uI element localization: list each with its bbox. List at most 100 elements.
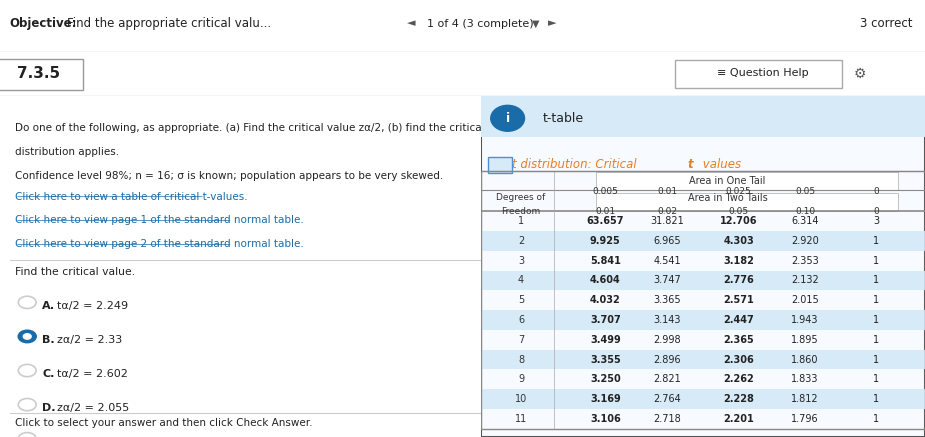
FancyBboxPatch shape bbox=[476, 231, 925, 251]
Text: Find the appropriate critical valu...: Find the appropriate critical valu... bbox=[67, 17, 271, 30]
Text: 0.05: 0.05 bbox=[796, 187, 815, 196]
Text: t distribution: Critical: t distribution: Critical bbox=[512, 158, 640, 171]
Text: 0.025: 0.025 bbox=[725, 187, 751, 196]
Text: 7: 7 bbox=[518, 335, 524, 345]
Text: t-table: t-table bbox=[543, 112, 585, 125]
Text: 2.764: 2.764 bbox=[654, 394, 682, 404]
Text: 6.965: 6.965 bbox=[654, 236, 682, 246]
Text: 3.106: 3.106 bbox=[590, 414, 621, 424]
Circle shape bbox=[23, 334, 31, 339]
Text: 1: 1 bbox=[873, 236, 880, 246]
Text: Click to select your answer and then click Check Answer.: Click to select your answer and then cli… bbox=[15, 418, 313, 428]
Text: C.: C. bbox=[42, 369, 55, 379]
Text: 2.228: 2.228 bbox=[723, 394, 754, 404]
Text: 2.365: 2.365 bbox=[723, 335, 754, 345]
Text: 3.499: 3.499 bbox=[590, 335, 621, 345]
Text: Area in One Tail: Area in One Tail bbox=[689, 176, 766, 186]
Text: 1.812: 1.812 bbox=[791, 394, 819, 404]
Text: A.: A. bbox=[42, 301, 56, 311]
Text: 2.998: 2.998 bbox=[654, 335, 682, 345]
Text: zα/2 = 2.33: zα/2 = 2.33 bbox=[57, 335, 122, 345]
Text: 2.718: 2.718 bbox=[654, 414, 682, 424]
Text: 1: 1 bbox=[873, 375, 880, 384]
Text: Click here to view a table of critical t-values.: Click here to view a table of critical t… bbox=[15, 191, 248, 201]
Text: 1: 1 bbox=[873, 275, 880, 285]
Text: 2.821: 2.821 bbox=[654, 375, 682, 384]
Text: 0.005: 0.005 bbox=[592, 187, 618, 196]
Text: 3.182: 3.182 bbox=[723, 256, 754, 266]
Text: tα/2 = 2.602: tα/2 = 2.602 bbox=[57, 369, 128, 379]
Text: Confidence level 98%; n = 16; σ is known; population appears to be very skewed.: Confidence level 98%; n = 16; σ is known… bbox=[15, 171, 443, 181]
Text: values: values bbox=[698, 158, 741, 171]
Text: 4.032: 4.032 bbox=[590, 295, 621, 305]
Text: 2.132: 2.132 bbox=[791, 275, 819, 285]
FancyBboxPatch shape bbox=[476, 389, 925, 409]
Text: 5: 5 bbox=[518, 295, 524, 305]
Text: ≡ Question Help: ≡ Question Help bbox=[717, 69, 808, 78]
Text: 1.943: 1.943 bbox=[792, 315, 819, 325]
Text: 1 of 4 (3 complete): 1 of 4 (3 complete) bbox=[427, 19, 534, 28]
Text: 2.447: 2.447 bbox=[723, 315, 754, 325]
Text: 1: 1 bbox=[873, 295, 880, 305]
Text: 1: 1 bbox=[873, 315, 880, 325]
Text: 2.776: 2.776 bbox=[723, 275, 754, 285]
Text: 4: 4 bbox=[518, 275, 524, 285]
Text: 2.571: 2.571 bbox=[723, 295, 754, 305]
Text: 4.541: 4.541 bbox=[654, 256, 682, 266]
Text: Degrees of: Degrees of bbox=[497, 194, 546, 202]
Text: B.: B. bbox=[42, 335, 55, 345]
Text: 3.747: 3.747 bbox=[654, 275, 682, 285]
Text: 11: 11 bbox=[515, 414, 527, 424]
Text: 3: 3 bbox=[518, 256, 524, 266]
Text: 0.10: 0.10 bbox=[796, 207, 815, 216]
Text: 3.250: 3.250 bbox=[590, 375, 621, 384]
Text: 2.015: 2.015 bbox=[791, 295, 819, 305]
Text: 9: 9 bbox=[518, 375, 524, 384]
FancyBboxPatch shape bbox=[476, 271, 925, 290]
FancyBboxPatch shape bbox=[0, 59, 83, 90]
Text: tα/2 = 2.249: tα/2 = 2.249 bbox=[57, 301, 128, 311]
FancyBboxPatch shape bbox=[597, 172, 898, 190]
Text: 6: 6 bbox=[518, 315, 524, 325]
Text: 2.306: 2.306 bbox=[723, 354, 754, 364]
Text: Freedom: Freedom bbox=[501, 207, 540, 216]
Text: 3.355: 3.355 bbox=[590, 354, 621, 364]
Text: 0.01: 0.01 bbox=[596, 207, 615, 216]
Text: 3.169: 3.169 bbox=[590, 394, 621, 404]
Text: 10: 10 bbox=[515, 394, 527, 404]
Text: 0.01: 0.01 bbox=[658, 187, 677, 196]
Text: i: i bbox=[506, 112, 510, 125]
Text: 3.365: 3.365 bbox=[654, 295, 682, 305]
Text: 6.314: 6.314 bbox=[792, 216, 819, 226]
Text: t: t bbox=[687, 158, 693, 171]
Text: Do one of the following, as appropriate. (a) Find the critical value zα/2, (b) f: Do one of the following, as appropriate.… bbox=[15, 123, 765, 133]
Text: 3.707: 3.707 bbox=[590, 315, 621, 325]
Text: 2.896: 2.896 bbox=[654, 354, 682, 364]
Text: ▼: ▼ bbox=[532, 19, 539, 28]
Text: Click here to view page 2 of the standard normal table.: Click here to view page 2 of the standar… bbox=[15, 239, 303, 249]
Text: 7.3.5: 7.3.5 bbox=[18, 66, 60, 81]
FancyBboxPatch shape bbox=[481, 96, 925, 437]
Text: 0.05: 0.05 bbox=[729, 207, 748, 216]
Text: 1: 1 bbox=[873, 256, 880, 266]
Text: ◄: ◄ bbox=[407, 19, 415, 28]
Text: distribution applies.: distribution applies. bbox=[15, 147, 119, 157]
Text: 3 correct: 3 correct bbox=[860, 17, 913, 30]
Text: ⚙: ⚙ bbox=[854, 66, 867, 80]
Text: 4.303: 4.303 bbox=[723, 236, 754, 246]
Text: 1.860: 1.860 bbox=[792, 354, 819, 364]
Text: 0: 0 bbox=[873, 187, 879, 196]
Text: 0.02: 0.02 bbox=[658, 207, 677, 216]
Text: 4.604: 4.604 bbox=[590, 275, 621, 285]
Text: 3.143: 3.143 bbox=[654, 315, 681, 325]
Circle shape bbox=[18, 330, 36, 343]
Text: D.: D. bbox=[42, 403, 56, 413]
Text: 2.920: 2.920 bbox=[791, 236, 819, 246]
Text: Area in Two Tails: Area in Two Tails bbox=[687, 193, 768, 203]
Text: 1: 1 bbox=[873, 394, 880, 404]
Text: Click here to view page 1 of the standard normal table.: Click here to view page 1 of the standar… bbox=[15, 215, 303, 225]
Text: 1: 1 bbox=[518, 216, 524, 226]
Text: 1: 1 bbox=[873, 414, 880, 424]
Text: 1: 1 bbox=[873, 335, 880, 345]
FancyBboxPatch shape bbox=[481, 96, 925, 137]
